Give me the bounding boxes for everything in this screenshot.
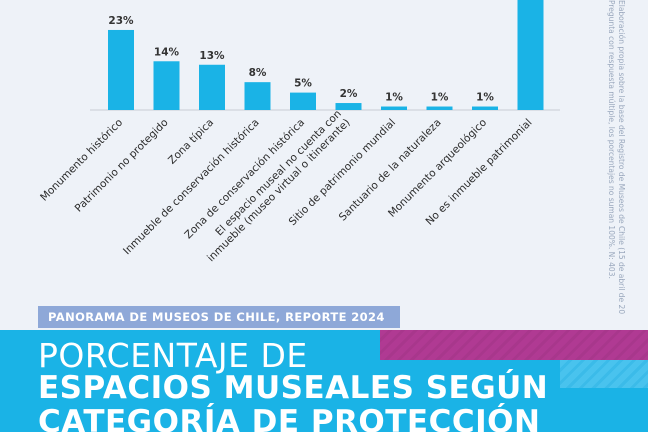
bar-1 [153,61,180,110]
value-label-6: 1% [385,92,403,104]
category-label-1: Patrimonio no protegido [73,117,171,215]
value-label-7: 1% [431,92,449,104]
report-banner: PANORAMA DE MUSEOS DE CHILE, REPORTE 202… [38,306,400,328]
value-label-5: 2% [340,88,358,100]
bar-7 [426,106,453,110]
source-note: Elaboración propia sobre la base del Reg… [604,0,648,340]
source-note-line2: Pregunta con respuesta múltiple, los por… [607,0,616,279]
page-title-line1: PORCENTAJE DE [38,336,308,375]
source-note-line1: Elaboración propia sobre la base del Reg… [617,0,626,315]
value-label-2: 13% [199,50,225,62]
category-label-1-line-0: Patrimonio no protegido [73,117,171,215]
bar-6 [381,106,407,110]
value-label-8: 1% [476,92,494,104]
category-label-2: Zona típica [166,117,216,167]
bar-chart: 23% Monumento histórico 14% Patrimonio no p… [38,0,560,264]
bar-5 [335,103,362,110]
bar-8 [472,106,498,110]
value-label-1: 14% [154,46,180,58]
category-label-0-line-0: Monumento histórico [38,117,125,204]
value-label-0: 23% [108,15,134,27]
bar-4 [290,92,316,110]
page-title-line3: CATEGORÍA DE PROTECCIÓN [38,404,541,432]
page-title-line2: ESPACIOS MUSEALES SEGÚN [38,370,549,406]
bar-3 [244,82,271,110]
decorative-stripes-light [560,360,648,388]
value-label-3: 8% [249,67,267,79]
title-block: PORCENTAJE DE ESPACIOS MUSEALES SEGÚN CA… [0,330,648,432]
category-label-2-line-0: Zona típica [166,117,216,167]
value-label-4: 5% [294,78,312,90]
bar-9 [517,0,544,110]
category-label-5-line-0: El espacio museal no cuenta con [213,108,344,239]
decorative-stripes [380,330,648,360]
bar-2 [199,64,225,110]
category-label-0: Monumento histórico [38,117,125,204]
bar-0 [108,29,134,110]
